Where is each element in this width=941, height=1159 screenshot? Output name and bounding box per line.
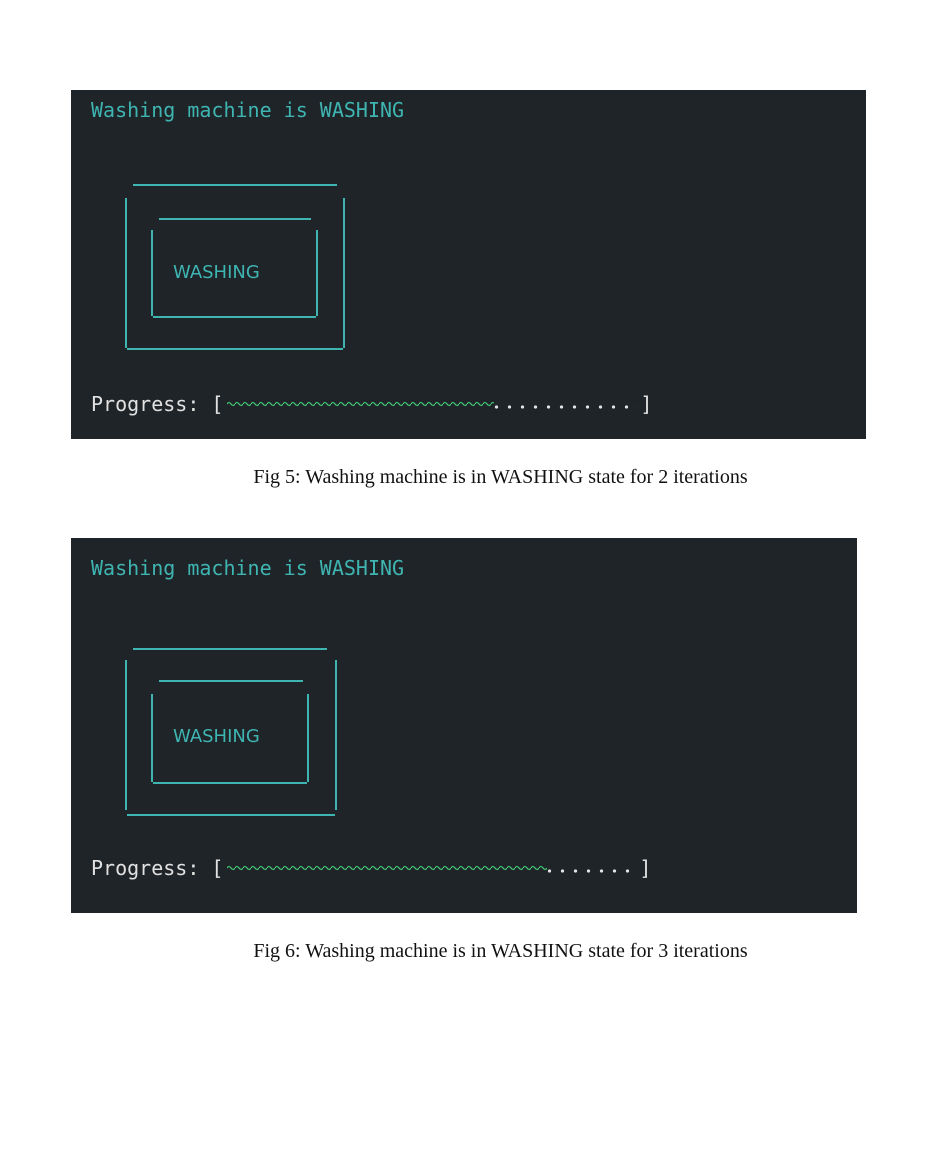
inner-bottom-line [153,316,316,318]
progress-close-bracket: ] [640,392,653,416]
progress-open-bracket: [ [211,392,224,416]
outer-top-line [133,184,337,186]
progress-remaining [494,398,639,410]
progress-fill [227,398,495,410]
progress-row: Progress: [ ] [91,392,652,416]
progress-remaining [547,862,638,874]
progress-bar: [ ] [211,392,652,416]
washing-machine-drawing: WASHING [121,174,351,354]
inner-top-line [159,218,311,220]
outer-left-line [125,198,127,348]
progress-label: Progress: [91,856,200,880]
outer-left-line [125,660,127,810]
inner-top-line [159,680,303,682]
drum-label: WASHING [173,262,260,283]
terminal-screenshot-fig6: Washing machine is WASHING WASHING Progr… [71,538,857,913]
progress-open-bracket: [ [211,856,224,880]
outer-bottom-line [127,348,343,350]
outer-top-line [133,648,327,650]
inner-bottom-line [153,782,307,784]
inner-left-line [151,230,153,316]
outer-bottom-line [127,814,335,816]
progress-row: Progress: [ ] [91,856,651,880]
outer-right-line [335,660,337,810]
status-text: Washing machine is WASHING [91,556,405,580]
inner-right-line [316,230,318,316]
figure-caption: Fig 5: Washing machine is in WASHING sta… [253,466,748,488]
progress-label: Progress: [91,392,200,416]
outer-right-line [343,198,345,348]
washing-machine-drawing: WASHING [121,638,351,818]
figure-caption: Fig 6: Washing machine is in WASHING sta… [253,940,748,962]
progress-bar: [ ] [211,856,651,880]
terminal-screenshot-fig5: Washing machine is WASHING WASHING Progr… [71,90,866,439]
status-text: Washing machine is WASHING [91,98,405,122]
progress-close-bracket: ] [639,856,652,880]
drum-label: WASHING [173,726,260,747]
inner-right-line [307,694,309,782]
progress-fill [227,862,548,874]
inner-left-line [151,694,153,782]
